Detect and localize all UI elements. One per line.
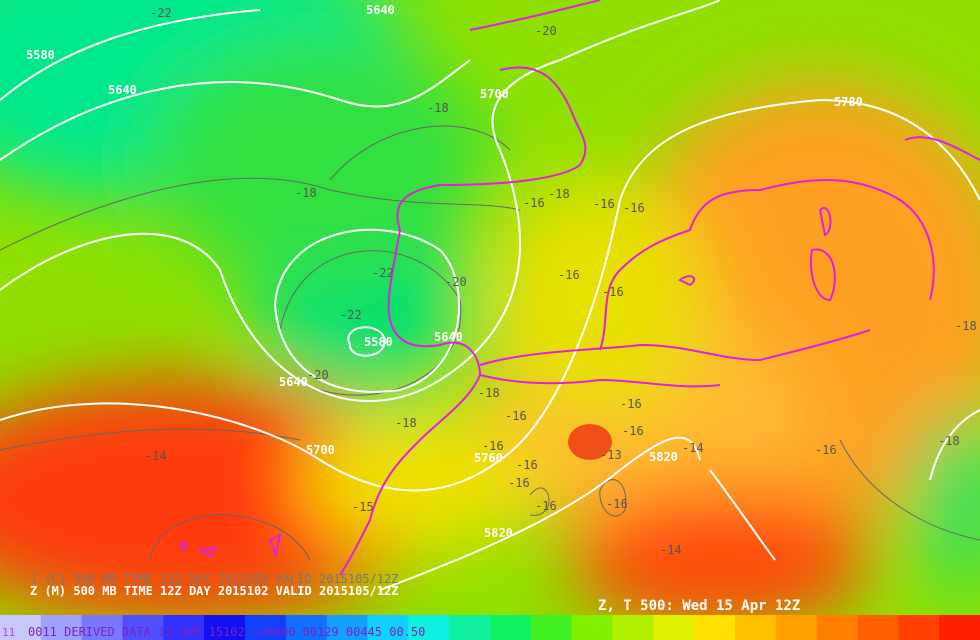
caption: Z (M) 500 MB TIME 12Z DAY 2015102 VALID …: [30, 584, 398, 598]
color-bar-cell: [612, 615, 654, 640]
height-label: 5700: [480, 87, 509, 101]
color-bar: [0, 615, 980, 640]
height-label: 5640: [434, 330, 463, 344]
color-bar-cell: [204, 615, 246, 640]
temperature-label: -22: [150, 6, 172, 20]
height-label: 5640: [279, 375, 308, 389]
height-label: 5580: [26, 48, 55, 62]
height-label: 5820: [484, 526, 513, 540]
caption-shadow: 1 (C) 500 MB TIME 12Z DAY 2015102 VALID …: [30, 572, 398, 586]
temperature-label: -16: [508, 476, 530, 490]
color-bar-cell: [653, 615, 695, 640]
height-label: 5820: [649, 450, 678, 464]
color-bar-cell: [326, 615, 368, 640]
height-label: 5780: [834, 95, 863, 109]
temperature-label: -18: [295, 186, 317, 200]
temperature-label: -16: [505, 409, 527, 423]
temperature-label: -14: [145, 449, 167, 463]
temperature-label: -16: [482, 439, 504, 453]
color-bar-cell: [816, 615, 858, 640]
height-label: 5640: [108, 83, 137, 97]
temperature-label: -18: [938, 434, 960, 448]
temperature-label: -20: [307, 368, 329, 382]
color-bar-cell: [367, 615, 409, 640]
temperature-label: -18: [427, 101, 449, 115]
temperature-label: -14: [682, 441, 704, 455]
temperature-label: -16: [593, 197, 615, 211]
color-bar-cell: [571, 615, 613, 640]
temperature-label: -14: [660, 543, 682, 557]
color-bar-cell: [81, 615, 123, 640]
temperature-label: -18: [478, 386, 500, 400]
temperature-label: -16: [523, 196, 545, 210]
color-bar-cell: [163, 615, 205, 640]
temperature-label: -16: [606, 497, 628, 511]
temperature-label: -16: [622, 424, 644, 438]
color-bar-cell: [40, 615, 83, 640]
height-label: 5640: [366, 3, 395, 17]
color-bar-cell: [449, 615, 491, 640]
temperature-label: -18: [955, 319, 977, 333]
color-bar-cell: [408, 615, 450, 640]
temperature-label: -16: [620, 397, 642, 411]
color-bar-cell: [530, 615, 573, 640]
color-bar-cell: [490, 615, 532, 640]
footer-index: 11: [2, 626, 15, 639]
footer: 0011 DERIVED DATA 12 APR 15102 120000 00…: [28, 625, 425, 639]
temperature-label: -18: [548, 187, 570, 201]
temperature-label: -18: [395, 416, 417, 430]
temperature-label: -20: [445, 275, 467, 289]
color-bar-cell: [857, 615, 899, 640]
color-bar-cell: [0, 615, 42, 640]
color-bar-cell: [939, 615, 980, 640]
height-label: 5700: [306, 443, 335, 457]
color-bar-cell: [694, 615, 736, 640]
temperature-label: -20: [535, 24, 557, 38]
map-title: Z, T 500: Wed 15 Apr 12Z: [598, 598, 800, 614]
height-label: 5580: [364, 335, 393, 349]
temperature-label: -15: [352, 500, 374, 514]
color-bar-cell: [245, 615, 287, 640]
color-bar-cell: [285, 615, 328, 640]
temperature-label: -22: [340, 308, 362, 322]
temperature-label: -16: [558, 268, 580, 282]
color-bar-cell: [898, 615, 940, 640]
temperature-label: -16: [815, 443, 837, 457]
temperature-label: -16: [516, 458, 538, 472]
height-label: 5760: [474, 451, 503, 465]
temperature-label: -16: [623, 201, 645, 215]
color-bar-cell: [775, 615, 818, 640]
color-bar-cell: [122, 615, 164, 640]
temperature-label: -22: [372, 266, 394, 280]
height-contours: [0, 0, 980, 591]
temperature-label: -16: [535, 499, 557, 513]
color-bar-cell: [735, 615, 777, 640]
temperature-label: -13: [600, 448, 622, 462]
labels: 5640 5580 5640 5700 5780 5580 5640 5640 5700 5760…: [26, 3, 977, 557]
temperature-label: -16: [602, 285, 624, 299]
coastlines: [178, 0, 980, 576]
